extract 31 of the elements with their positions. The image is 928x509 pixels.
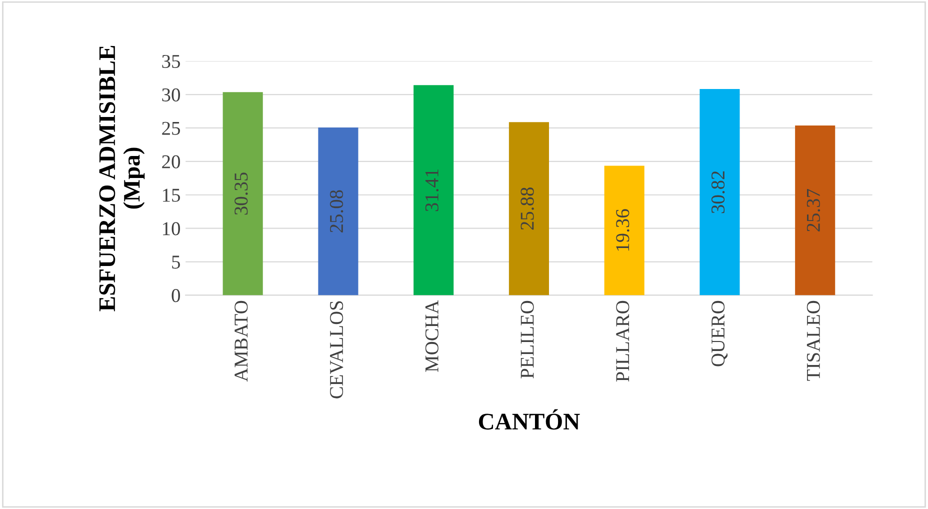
data-label: 25.08: [330, 190, 344, 232]
data-label: 30.35: [234, 172, 248, 215]
bar: [795, 126, 836, 296]
bar: [414, 85, 454, 296]
x-tick-label: AMBATO: [234, 300, 248, 382]
y-tick-label: 35: [162, 54, 180, 68]
y-tick-label: 15: [163, 188, 180, 202]
bar: [508, 122, 549, 296]
x-axis-title: CANTÓN: [478, 409, 580, 430]
bar: [700, 89, 740, 296]
x-tick-label: MOCHA: [425, 300, 438, 372]
x-tick-label: PELILEO: [520, 300, 534, 378]
y-tick-label: 0: [172, 289, 180, 302]
bar: [222, 92, 263, 296]
data-label: 25.37: [806, 189, 820, 232]
data-label: 31.41: [425, 169, 439, 212]
x-tick-label: CEVALLOS: [330, 301, 344, 398]
data-label: 30.82: [711, 171, 725, 214]
data-label: 19.36: [616, 209, 630, 251]
y-tick-label: 10: [163, 222, 180, 236]
y-tick-label: 20: [162, 155, 180, 168]
data-label: 25.88: [520, 188, 534, 230]
y-tick-label: 5: [172, 256, 180, 269]
x-tick-label: QUERO: [712, 300, 728, 366]
y-tick-label: 25: [162, 122, 180, 135]
x-tick-label: PILLARO: [616, 300, 630, 382]
y-axis-title: ESFUERZO ADMISIBLE (Mpa): [99, 46, 145, 312]
x-tick-label: TISALEO: [806, 300, 820, 381]
y-tick-label: 30: [162, 88, 180, 102]
bar: [604, 166, 644, 296]
bar: [318, 127, 358, 296]
